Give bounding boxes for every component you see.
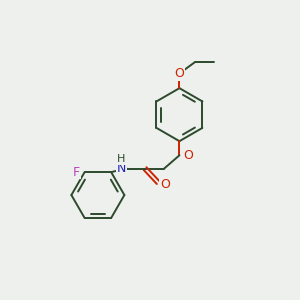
Text: F: F (73, 166, 80, 178)
Text: O: O (175, 67, 184, 80)
Text: N: N (117, 162, 126, 175)
Text: O: O (183, 149, 193, 162)
Text: H: H (117, 154, 126, 164)
Text: O: O (160, 178, 170, 191)
